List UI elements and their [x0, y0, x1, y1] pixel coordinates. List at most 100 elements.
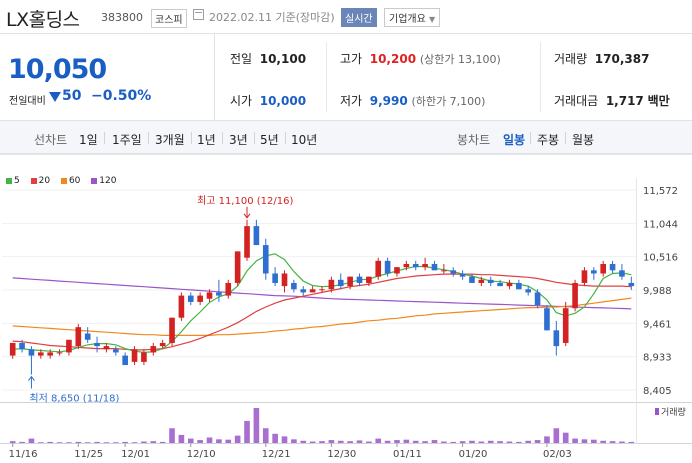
- company-name: LX홀딩스: [6, 9, 80, 31]
- legend-label: 60: [68, 176, 81, 186]
- candle-body: [253, 226, 260, 246]
- tab-daily[interactable]: 일봉: [503, 133, 526, 147]
- candle-body: [112, 349, 119, 353]
- candle-body: [347, 276, 353, 287]
- company-overview-dropdown[interactable]: 기업개요 ▼: [384, 8, 441, 27]
- volume-bar: [300, 440, 307, 443]
- candle: [272, 267, 278, 287]
- volume-bar: [600, 440, 607, 443]
- candle-body: [441, 270, 447, 272]
- stat-label: 시가: [230, 94, 253, 108]
- legend-label: 20: [38, 176, 51, 186]
- price-change: 50: [62, 88, 82, 104]
- candle-body: [309, 289, 316, 293]
- candle: [553, 320, 560, 356]
- candle-body: [197, 295, 203, 302]
- legend-swatch: [30, 177, 37, 184]
- tab-monthly[interactable]: 월봉: [572, 133, 595, 147]
- candle-body: [600, 264, 607, 274]
- candlestick-chart[interactable]: 거래량 11,572 11,044 10,516 9,988 9,461 8,933 8,4…: [0, 154, 692, 463]
- divider: [191, 132, 192, 144]
- volume-bar: [262, 428, 269, 443]
- candle: [84, 327, 91, 343]
- volume-bar: [131, 442, 138, 443]
- x-tick-label: 12/30: [327, 449, 356, 460]
- tab-3y[interactable]: 3년: [229, 133, 248, 147]
- candle: [544, 305, 550, 331]
- stat-high: 고가 10,200 (상한가 13,100): [340, 50, 501, 67]
- legend-swatch: [91, 177, 98, 184]
- candle: [337, 273, 344, 290]
- candle-body: [19, 342, 25, 350]
- price-change-rate: −0.50%: [91, 88, 152, 104]
- candle-body: [581, 270, 588, 283]
- candle: [441, 264, 447, 274]
- candle: [591, 267, 597, 280]
- candle-body: [244, 226, 250, 258]
- volume-bar: [103, 442, 110, 443]
- price-stats: 전일 10,100 시가 10,000 고가 10,200 (상한가 13,10…: [216, 34, 692, 120]
- volume-bar: [497, 441, 503, 443]
- volume-bar: [28, 438, 35, 443]
- candle: [375, 257, 382, 280]
- x-tick-label: 01/11: [393, 449, 422, 460]
- tab-weekly[interactable]: 주봉: [537, 133, 560, 147]
- candle-body: [262, 245, 269, 274]
- tab-1d[interactable]: 1일: [79, 133, 98, 147]
- y-tick-label: 9,988: [643, 286, 672, 297]
- volume-bar: [581, 439, 588, 443]
- volume-bar: [403, 439, 410, 443]
- candle: [197, 292, 203, 306]
- realtime-button[interactable]: 실시간: [341, 8, 377, 27]
- candle: [291, 279, 297, 293]
- candle-body: [459, 273, 466, 277]
- candle: [403, 260, 410, 271]
- volume-bar: [141, 441, 147, 443]
- candle-body: [591, 270, 597, 274]
- candle: [450, 267, 457, 277]
- chevron-down-icon: ▼: [429, 15, 436, 24]
- candle-body: [609, 264, 616, 271]
- tab-1w[interactable]: 1주일: [112, 133, 142, 147]
- candle-body: [412, 264, 419, 268]
- candle-body: [47, 352, 53, 356]
- candle: [516, 279, 522, 290]
- y-tick-label: 8,933: [643, 353, 672, 364]
- candle: [169, 317, 175, 347]
- candle: [178, 292, 185, 321]
- candle-body: [225, 282, 232, 296]
- tab-10y[interactable]: 10년: [291, 133, 318, 147]
- market-badge: 코스피: [151, 9, 187, 28]
- tab-1y[interactable]: 1년: [197, 133, 216, 147]
- candle: [112, 346, 119, 356]
- candle-body: [94, 342, 100, 347]
- tab-5y[interactable]: 5년: [260, 133, 279, 147]
- candle-body: [28, 349, 35, 356]
- volume-bar: [169, 428, 175, 443]
- candle: [469, 273, 475, 283]
- y-tick-label: 9,461: [643, 319, 672, 330]
- candle-body: [337, 279, 344, 287]
- candle: [384, 257, 391, 277]
- candle: [262, 238, 269, 280]
- max-annotation: 최고 11,100 (12/16): [197, 195, 293, 207]
- volume-bar: [272, 433, 278, 443]
- candle: [37, 349, 44, 359]
- candle-body: [544, 308, 550, 331]
- candle-body: [206, 292, 213, 299]
- volume-bar: [516, 441, 522, 443]
- volume-bar: [544, 436, 550, 443]
- divider: [148, 132, 149, 144]
- volume-bars: 거래량: [9, 406, 686, 443]
- line-chart-label: 선차트: [34, 133, 68, 147]
- volume-bar: [628, 441, 635, 443]
- candle-body: [272, 273, 278, 283]
- candle: [300, 286, 307, 296]
- tab-3m[interactable]: 3개월: [155, 133, 185, 147]
- legend-swatch: [6, 177, 12, 184]
- base-date: 2022.02.11 기준(장마감): [209, 11, 335, 24]
- candle: [19, 339, 25, 353]
- candle: [94, 336, 100, 353]
- divider: [540, 42, 541, 112]
- stat-sub: (상한가 13,100): [419, 53, 501, 66]
